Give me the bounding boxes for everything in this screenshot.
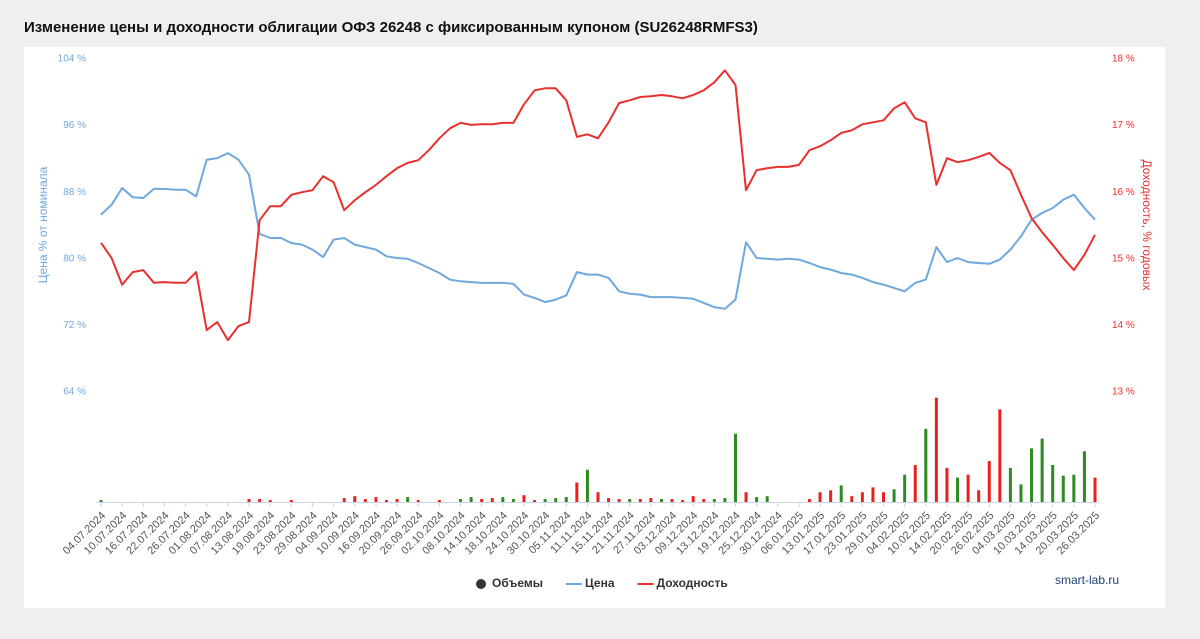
volume-bar: [723, 498, 727, 502]
volume-bar: [342, 498, 346, 502]
volume-bar: [437, 500, 441, 502]
volume-bar: [374, 497, 378, 502]
volume-bar: [998, 409, 1002, 502]
chart-card: [24, 47, 1165, 608]
volume-bar: [945, 467, 949, 502]
volume-bar: [1040, 438, 1044, 502]
legend-label: Цена: [585, 576, 615, 590]
volume-bar: [1093, 477, 1097, 502]
volume-bar: [829, 490, 833, 502]
volume-bar: [860, 492, 864, 502]
volume-bar: [490, 498, 494, 502]
volume-bar: [564, 497, 568, 502]
volume-bar: [934, 397, 938, 502]
y-tick-label: 96 %: [63, 120, 86, 131]
volume-bar: [459, 499, 463, 502]
volume-bar: [850, 496, 854, 502]
source-label: smart-lab.ru: [1055, 573, 1119, 587]
volume-bar: [744, 492, 748, 502]
volume-bar: [554, 498, 558, 502]
volume-bar: [659, 499, 663, 502]
y-tick-label: 88 %: [63, 187, 86, 198]
legend-label: Доходность: [657, 576, 728, 590]
y-tick-label: 64 %: [63, 387, 86, 398]
volume-bar: [385, 500, 389, 502]
y2-tick-label: 15 %: [1112, 253, 1135, 264]
volume-bar: [1082, 451, 1086, 502]
volume-bar: [501, 497, 505, 502]
volume-bar: [1051, 464, 1055, 502]
series-line: [100, 152, 1096, 310]
volume-bar: [691, 496, 695, 502]
volume-bar: [681, 500, 685, 502]
volume-bar: [395, 499, 399, 502]
volume-bar: [480, 499, 484, 502]
volume-bar: [416, 500, 420, 502]
y2-tick-label: 16 %: [1112, 187, 1135, 198]
volume-bar: [755, 497, 759, 502]
volume-bar: [1061, 475, 1065, 502]
volume-bar: [353, 496, 357, 502]
volume-bar: [1019, 484, 1023, 502]
volume-bar: [882, 492, 886, 502]
volume-bar: [871, 487, 875, 502]
volume-bar: [966, 474, 970, 502]
chart-title: Изменение цены и доходности облигации ОФ…: [24, 19, 758, 36]
volume-bar: [765, 496, 769, 502]
volume-bar: [258, 499, 262, 502]
y2-tick-label: 17 %: [1112, 120, 1135, 131]
volume-bar: [733, 433, 737, 502]
y-axis-title: Цена % от номинала: [36, 166, 50, 283]
y-tick-label: 104 %: [58, 54, 86, 65]
legend-symbol: [476, 579, 486, 589]
volume-bar: [903, 474, 907, 502]
volume-bar: [892, 489, 896, 502]
legend-label: Объемы: [492, 576, 543, 590]
volume-bar: [289, 500, 293, 502]
volume-bar: [712, 499, 716, 502]
volume-bar: [924, 428, 928, 502]
volume-bar: [670, 499, 674, 502]
volume-bar: [807, 499, 811, 502]
y-tick-label: 80 %: [63, 253, 86, 264]
volume-bar: [596, 492, 600, 502]
volume-bar: [956, 477, 960, 502]
volume-bar: [247, 499, 251, 502]
volume-bar: [913, 464, 917, 502]
series-line: [100, 69, 1096, 342]
volume-bar: [406, 497, 410, 502]
volume-bar: [638, 499, 642, 502]
volume-bar: [533, 500, 537, 502]
y2-tick-label: 14 %: [1112, 320, 1135, 331]
y2-tick-label: 13 %: [1112, 387, 1135, 398]
volume-bar: [818, 492, 822, 502]
volume-bar: [543, 499, 547, 502]
volume-bar: [617, 499, 621, 502]
volume-bar: [1072, 474, 1076, 502]
volume-bar: [649, 498, 653, 502]
volume-bar: [702, 499, 706, 502]
volume-bar: [977, 490, 981, 502]
volume-bar: [987, 461, 991, 502]
volume-bar: [575, 482, 579, 502]
y-tick-label: 72 %: [63, 320, 86, 331]
y2-axis-title: Доходность, % годовых: [1140, 160, 1154, 291]
volume-bar: [469, 497, 473, 502]
volume-bar: [522, 495, 526, 502]
volume-bar: [99, 500, 103, 502]
volume-bar: [1030, 448, 1034, 502]
volume-bar: [363, 499, 367, 502]
volume-bar: [1008, 467, 1012, 502]
volume-bar: [268, 500, 272, 502]
volume-bar: [585, 469, 589, 502]
y2-tick-label: 18 %: [1112, 54, 1135, 65]
volume-bar: [511, 499, 515, 502]
volume-bar: [628, 499, 632, 502]
volume-bar: [839, 485, 843, 502]
volume-bar: [607, 498, 611, 502]
